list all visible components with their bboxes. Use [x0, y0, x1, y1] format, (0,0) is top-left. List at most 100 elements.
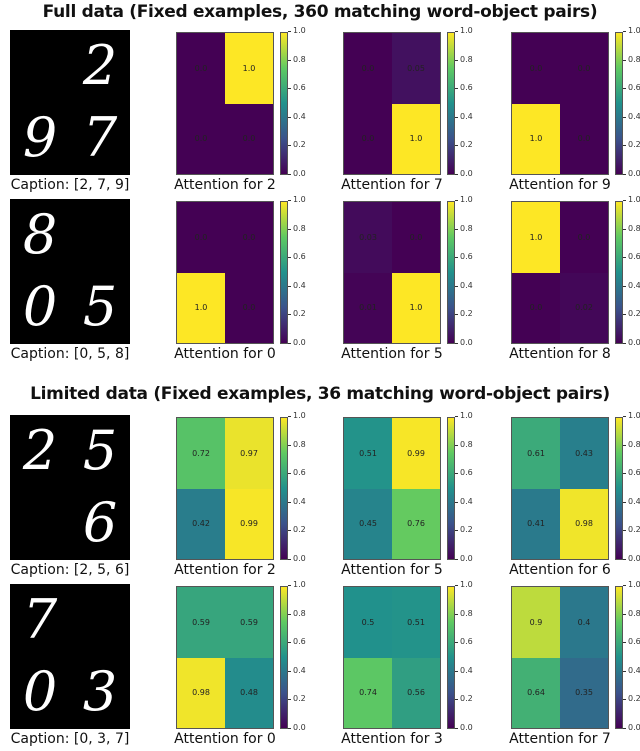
- heatmap-cell: 0.56: [392, 657, 440, 728]
- colorbar: 0.0 0.2 0.4 0.6 0.8 1.0: [447, 580, 473, 732]
- digit-glyph: 6: [82, 491, 118, 554]
- colorbar-tick-label: 0.0: [288, 338, 306, 347]
- colorbar-tick-label: 0.6: [623, 83, 640, 93]
- section-title-limited: Limited data (Fixed examples, 36 matchin…: [30, 384, 610, 404]
- colorbar-tick-label: 0.6: [623, 252, 640, 262]
- colorbar-tick-label: 1.0: [623, 26, 640, 35]
- heatmap-cell: 0.0: [560, 202, 608, 273]
- colorbar-tick-label: 0.4: [623, 280, 640, 290]
- attention-heatmap: 1.0 0.0 0.0 0.02: [511, 201, 609, 344]
- heatmap-cell: 0.72: [177, 418, 225, 489]
- colorbar-tick-label: 0.4: [455, 665, 473, 675]
- heatmap-caption: Attention for 2: [174, 177, 276, 193]
- colorbar-tick-label: 0.8: [288, 54, 306, 64]
- colorbar-tick-label: 1.0: [288, 580, 306, 589]
- attention-heatmap: 0.5 0.51 0.74 0.56: [343, 586, 441, 729]
- colorbar-tick-label: 0.8: [455, 608, 473, 618]
- colorbar-tick-label: 1.0: [288, 195, 306, 204]
- heatmap-caption: Attention for 5: [341, 562, 443, 578]
- colorbar: 0.0 0.2 0.4 0.6 0.8 1.0: [615, 411, 640, 563]
- attention-heatmap: 0.59 0.59 0.98 0.48: [176, 586, 274, 729]
- colorbar-tick-label: 0.0: [455, 554, 473, 563]
- colorbar-tick-label: 0.4: [288, 280, 306, 290]
- colorbar-tick-label: 1.0: [623, 411, 640, 420]
- heatmap-cell: 1.0: [512, 202, 560, 273]
- heatmap-caption: Attention for 5: [341, 346, 443, 362]
- heatmap-cell: 0.61: [512, 418, 560, 489]
- heatmap-cell: 0.42: [177, 488, 225, 559]
- digit-glyph: 0: [22, 660, 58, 723]
- colorbar: 0.0 0.2 0.4 0.6 0.8 1.0: [615, 580, 640, 732]
- colorbar-tick-label: 1.0: [455, 195, 473, 204]
- colorbar: 0.0 0.2 0.4 0.6 0.8 1.0: [280, 411, 306, 563]
- colorbar-tick-label: 0.4: [288, 111, 306, 121]
- image-caption: Caption: [0, 5, 8]: [10, 346, 130, 362]
- heatmap-cell: 0.99: [392, 418, 440, 489]
- colorbar-tick-label: 1.0: [623, 580, 640, 589]
- heatmap-caption: Attention for 2: [174, 562, 276, 578]
- heatmap-caption: Attention for 6: [509, 562, 611, 578]
- colorbar-tick-label: 0.6: [455, 637, 473, 647]
- colorbar-tick-label: 1.0: [455, 411, 473, 420]
- colorbar-tick-label: 0.4: [623, 111, 640, 121]
- colorbar-tick-label: 0.2: [288, 525, 306, 535]
- digit-glyph: 2: [82, 34, 118, 97]
- heatmap-cell: 0.5: [344, 587, 392, 658]
- heatmap-cell: 0.0: [225, 272, 273, 343]
- colorbar: 0.0 0.2 0.4 0.6 0.8 1.0: [447, 195, 473, 347]
- heatmap-cell: 0.0: [560, 103, 608, 174]
- colorbar-tick-label: 0.0: [288, 169, 306, 178]
- colorbar-tick-label: 0.4: [288, 665, 306, 675]
- colorbar-tick-label: 0.0: [623, 554, 640, 563]
- attention-heatmap: 0.0 0.05 0.0 1.0: [343, 32, 441, 175]
- attention-heatmap: 0.51 0.99 0.45 0.76: [343, 417, 441, 560]
- colorbar-tick-label: 0.4: [455, 280, 473, 290]
- colorbar: 0.0 0.2 0.4 0.6 0.8 1.0: [280, 195, 306, 347]
- image-caption: Caption: [0, 3, 7]: [10, 731, 130, 747]
- colorbar: 0.0 0.2 0.4 0.6 0.8 1.0: [615, 195, 640, 347]
- colorbar-tick-label: 0.0: [288, 723, 306, 732]
- digit-glyph: 7: [82, 106, 118, 169]
- heatmap-cell: 0.51: [392, 587, 440, 658]
- colorbar-tick-label: 0.2: [623, 140, 640, 150]
- colorbar-tick-label: 0.0: [623, 723, 640, 732]
- heatmap-cell: 1.0: [392, 103, 440, 174]
- attention-heatmap: 0.0 0.0 1.0 0.0: [511, 32, 609, 175]
- heatmap-caption: Attention for 8: [509, 346, 611, 362]
- colorbar: 0.0 0.2 0.4 0.6 0.8 1.0: [280, 26, 306, 178]
- colorbar-tick-label: 0.4: [455, 496, 473, 506]
- colorbar-tick-label: 0.8: [288, 608, 306, 618]
- heatmap-cell: 0.9: [512, 587, 560, 658]
- heatmap-cell: 1.0: [225, 33, 273, 104]
- colorbar-tick-label: 0.6: [455, 83, 473, 93]
- colorbar-tick-label: 0.6: [288, 637, 306, 647]
- colorbar-tick-label: 0.6: [288, 468, 306, 478]
- attention-heatmap: 0.0 0.0 1.0 0.0: [176, 201, 274, 344]
- colorbar: 0.0 0.2 0.4 0.6 0.8 1.0: [280, 580, 306, 732]
- colorbar-tick-label: 0.8: [288, 223, 306, 233]
- colorbar-tick-label: 0.0: [455, 169, 473, 178]
- colorbar-tick-label: 0.0: [455, 723, 473, 732]
- colorbar-tick-label: 0.2: [455, 694, 473, 704]
- colorbar-tick-label: 0.4: [455, 111, 473, 121]
- colorbar-tick-label: 0.4: [288, 496, 306, 506]
- colorbar-tick-label: 0.6: [623, 468, 640, 478]
- image-caption: Caption: [2, 7, 9]: [10, 177, 130, 193]
- colorbar-tick-label: 0.2: [455, 140, 473, 150]
- colorbar-tick-label: 0.8: [455, 223, 473, 233]
- heatmap-cell: 1.0: [177, 272, 225, 343]
- heatmap-cell: 0.0: [512, 272, 560, 343]
- colorbar-tick-label: 0.2: [288, 140, 306, 150]
- heatmap-cell: 0.48: [225, 657, 273, 728]
- heatmap-caption: Attention for 7: [509, 731, 611, 747]
- heatmap-cell: 0.0: [177, 33, 225, 104]
- colorbar-tick-label: 0.2: [455, 525, 473, 535]
- digit-glyph: 5: [82, 275, 118, 338]
- digit-glyph: 5: [82, 419, 118, 482]
- heatmap-cell: 0.03: [344, 202, 392, 273]
- heatmap-cell: 0.43: [560, 418, 608, 489]
- colorbar-tick-label: 0.6: [455, 252, 473, 262]
- colorbar-tick-label: 0.4: [623, 665, 640, 675]
